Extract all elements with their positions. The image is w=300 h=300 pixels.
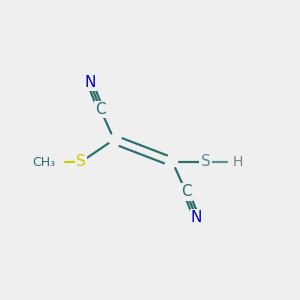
Text: S: S xyxy=(201,154,210,169)
Text: C: C xyxy=(181,184,191,200)
Text: H: H xyxy=(232,155,243,169)
Text: N: N xyxy=(191,210,202,225)
Text: N: N xyxy=(84,75,96,90)
Text: S: S xyxy=(76,154,86,169)
Text: C: C xyxy=(95,102,106,117)
Text: CH₃: CH₃ xyxy=(32,155,56,169)
